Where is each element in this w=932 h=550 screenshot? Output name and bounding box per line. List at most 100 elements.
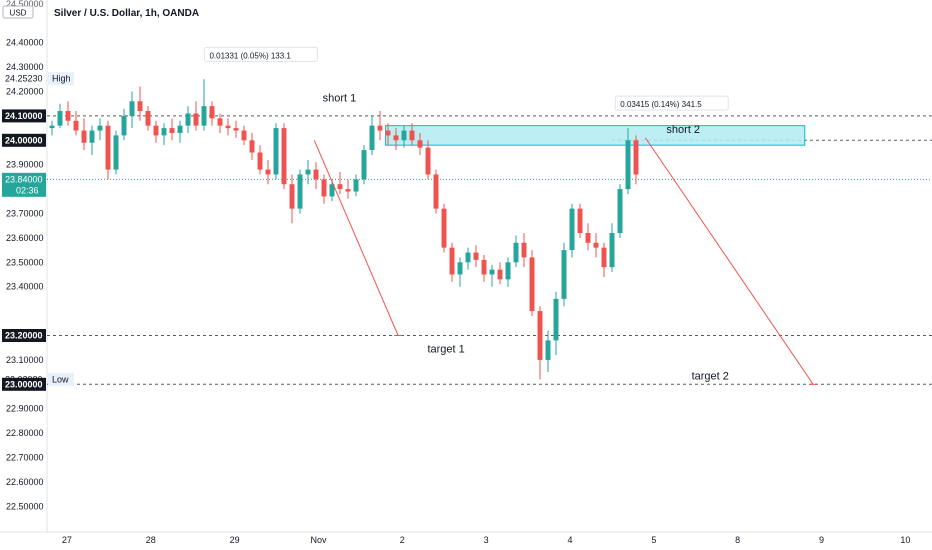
currency-badge	[2, 5, 34, 19]
candle-body	[545, 340, 551, 360]
candle-body	[81, 130, 87, 143]
price-label-box-1	[2, 109, 46, 123]
chart-title: Silver / U.S. Dollar, 1h, OANDA	[54, 8, 199, 19]
price-label-box-0	[2, 72, 46, 86]
candle-body	[369, 125, 375, 151]
y-tick-label: 22.50000	[6, 501, 44, 511]
candle-body	[569, 208, 575, 251]
projection-line-2	[645, 137, 814, 385]
x-tick-label: 29	[230, 535, 240, 545]
candle-body	[553, 298, 559, 341]
y-tick-label: 23.50000	[6, 257, 44, 267]
price-label-box-6	[2, 377, 46, 391]
candle-body	[489, 269, 495, 275]
y-tick-label: 24.30000	[6, 62, 44, 72]
candle-body	[633, 140, 639, 175]
candle-body	[625, 140, 631, 190]
candle-body	[329, 184, 335, 197]
candle-body	[617, 189, 623, 234]
price-label-box-4	[2, 329, 46, 342]
measure-label-0: 0.01331 (0.05%) 133.1	[209, 51, 291, 60]
candle-body	[145, 111, 151, 126]
candle-body	[129, 101, 135, 116]
candle-body	[593, 242, 599, 248]
candle-body	[401, 130, 407, 141]
candle-body	[465, 252, 471, 263]
candle-body	[377, 125, 383, 131]
candle-body	[513, 242, 519, 263]
candle-body	[321, 179, 327, 197]
candle-body	[425, 147, 431, 175]
candle-body	[505, 262, 511, 280]
candle-body	[97, 125, 103, 131]
candles-layer	[49, 79, 639, 380]
candle-body	[313, 169, 319, 180]
candle-body	[353, 179, 359, 192]
x-tick-label: 8	[735, 535, 740, 545]
price-tag-high: High	[52, 74, 71, 84]
price-tag-box-0	[48, 72, 74, 86]
y-tick-label: 24.20000	[6, 87, 44, 97]
candle-body	[113, 135, 119, 170]
candle-body	[393, 135, 399, 141]
price-label-3: 23.84000	[5, 174, 43, 184]
price-axis[interactable]: 24.40000 24.30000 24.20000 23.90000 23.70000…	[6, 0, 44, 511]
candle-body	[385, 130, 391, 136]
candle-body	[457, 262, 463, 275]
candle-body	[441, 208, 447, 248]
candle-body	[249, 140, 255, 153]
candle-body	[169, 128, 175, 133]
y-tick-label: 23.40000	[6, 282, 44, 292]
candle-body	[225, 125, 231, 129]
candle-body	[289, 184, 295, 209]
y-tick-label: 24.40000	[6, 38, 44, 48]
price-tag-box-5	[48, 372, 74, 386]
x-tick-label: 27	[62, 535, 72, 545]
candle-body	[265, 169, 271, 175]
candle-body	[161, 128, 167, 136]
candle-body	[57, 111, 63, 126]
price-label-4: 23.20000	[5, 331, 43, 341]
price-label-1: 24.10000	[5, 111, 43, 121]
candle-body	[433, 174, 439, 209]
candle-body	[89, 130, 95, 143]
annotations-layer: 0.01331 (0.05%) 133.1 0.03415 (0.14%) 341…	[203, 46, 729, 382]
candle-body	[529, 257, 535, 312]
candle-body	[561, 250, 567, 299]
y-tick-label: 22.60000	[6, 477, 44, 487]
candle-body	[521, 242, 527, 258]
annotation-3: short 2	[666, 124, 700, 136]
candle-body	[417, 140, 423, 148]
x-tick-label: 3	[484, 535, 489, 545]
measure-label-1: 0.03415 (0.14%) 341.5	[620, 100, 702, 109]
y-tick-label: 23.10000	[6, 355, 44, 365]
candle-body	[297, 174, 303, 209]
x-tick-label: 4	[567, 535, 572, 545]
x-tick-label: 28	[146, 535, 156, 545]
candle-body	[345, 189, 351, 192]
candle-body	[73, 120, 79, 131]
candle-body	[473, 252, 479, 260]
time-axis[interactable]: 27 28 29 Nov 2 3 4 5 8 9 10	[62, 535, 910, 545]
horizontal-lines-layer	[47, 115, 932, 385]
candle-body	[241, 130, 247, 141]
candle-body	[449, 247, 455, 275]
annotation-4: target 1	[427, 344, 464, 356]
candle-body	[257, 152, 263, 170]
x-tick-label: 10	[900, 535, 910, 545]
price-label-box-3	[2, 172, 46, 197]
x-tick-label: 9	[819, 535, 824, 545]
candle-body	[273, 128, 279, 175]
price-label-0: 24.25230	[5, 74, 43, 84]
currency-badge-label: USD	[10, 9, 27, 18]
candle-body	[585, 233, 591, 243]
x-tick-label: Nov	[310, 535, 327, 545]
candle-body	[497, 269, 503, 280]
price-label-2: 24.00000	[5, 135, 43, 145]
candle-body	[49, 125, 55, 129]
candle-body	[609, 233, 615, 268]
price-labels-layer: 24.25230 High 24.10000 24.00000 23.8400002:3…	[2, 72, 74, 391]
candle-body	[217, 118, 223, 126]
